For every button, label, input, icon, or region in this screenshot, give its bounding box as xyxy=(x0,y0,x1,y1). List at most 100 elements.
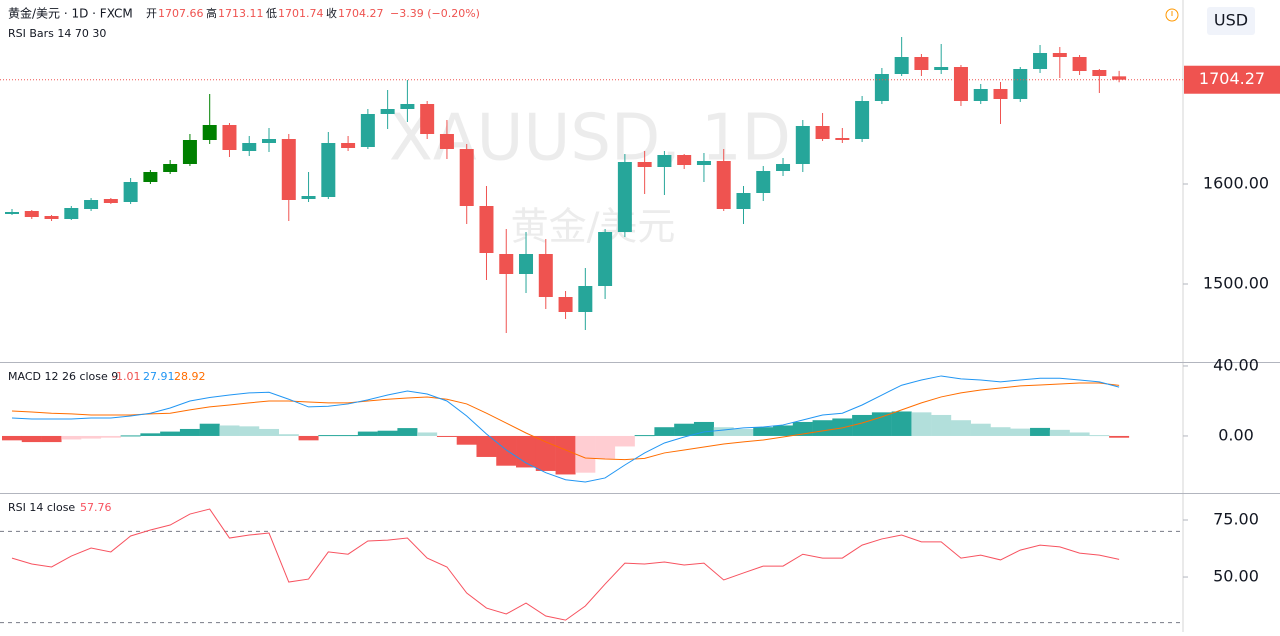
histogram-bar xyxy=(1069,432,1090,436)
candle-body xyxy=(815,126,830,139)
candle-body xyxy=(44,216,59,219)
histogram-bar xyxy=(535,435,556,471)
candle-body xyxy=(874,74,889,101)
candle-body xyxy=(182,140,197,164)
candle-body xyxy=(242,143,257,151)
candle-body xyxy=(756,171,771,193)
candle-body xyxy=(380,109,395,114)
candle-body xyxy=(1013,69,1028,99)
candle-body xyxy=(1092,70,1107,76)
candle-body xyxy=(637,162,652,167)
histogram-bar xyxy=(911,412,932,436)
candle-body xyxy=(953,67,968,101)
histogram-bar xyxy=(792,421,813,436)
histogram-bar xyxy=(496,435,517,466)
y-tick-label: 0.00 xyxy=(1218,425,1254,444)
histogram-bar xyxy=(278,434,299,436)
histogram-bar xyxy=(41,435,62,443)
candle-body xyxy=(1033,53,1048,69)
histogram-bar xyxy=(397,428,418,436)
indicator-value: 28.92 xyxy=(174,370,206,383)
candle-body xyxy=(558,297,573,312)
histogram-bar xyxy=(753,427,774,436)
y-tick-label: 1500.00 xyxy=(1203,274,1269,293)
histogram-bar xyxy=(120,435,141,437)
last-price-label: 1704.27 xyxy=(1199,69,1265,88)
candle-body xyxy=(360,114,375,147)
indicator-value: 27.91 xyxy=(143,370,175,383)
info-icon[interactable] xyxy=(1165,8,1179,22)
indicator-label: RSI Bars 14 70 30 xyxy=(8,27,106,40)
histogram-bar xyxy=(595,435,616,459)
histogram-bar xyxy=(871,412,892,436)
candle-body xyxy=(123,182,138,202)
histogram-bar xyxy=(179,428,200,436)
ohlc-value: 1701.74 xyxy=(278,7,324,20)
last-price-box xyxy=(1184,65,1280,94)
histogram-bar xyxy=(199,423,220,436)
histogram-bar xyxy=(555,435,576,475)
candle-body xyxy=(1052,53,1067,57)
histogram-bar xyxy=(357,431,378,436)
candle-body xyxy=(855,101,870,139)
candle-body xyxy=(736,193,751,209)
indicator-label: RSI 14 close xyxy=(8,501,75,514)
histogram-bar xyxy=(832,418,853,436)
candle-body xyxy=(341,143,356,148)
histogram-bar xyxy=(773,425,794,436)
ohlc-label: 收 xyxy=(326,6,337,20)
histogram-bar xyxy=(614,435,635,447)
histogram-bar xyxy=(2,435,22,441)
macd-line xyxy=(11,375,1120,483)
candle-body xyxy=(459,149,474,206)
ohlc-label: 低 xyxy=(266,7,277,20)
candle-body xyxy=(993,89,1008,99)
candle-body xyxy=(321,143,336,197)
candle-body xyxy=(64,208,79,219)
candle-body xyxy=(420,104,435,134)
histogram-bar xyxy=(377,430,398,436)
candle-body xyxy=(262,139,277,143)
ohlc-value: 1704.27 xyxy=(338,7,384,20)
histogram-bar xyxy=(634,435,655,437)
histogram-bar xyxy=(990,427,1011,436)
candle-body xyxy=(400,104,415,109)
indicator-value: -1.01 xyxy=(112,370,140,383)
ohlc-label: 开 xyxy=(146,7,157,20)
histogram-bar xyxy=(338,435,359,437)
histogram-bar xyxy=(693,421,714,436)
currency-button[interactable] xyxy=(1207,7,1255,35)
y-tick-label: 40.00 xyxy=(1213,355,1259,374)
change: −3.39 (−0.20%) xyxy=(390,7,480,20)
histogram-bar xyxy=(1010,428,1031,436)
candle-body xyxy=(222,125,237,150)
candle-body xyxy=(617,162,632,232)
candle-body xyxy=(696,161,711,165)
indicator-value: 57.76 xyxy=(80,501,112,514)
histogram-bar xyxy=(21,435,42,443)
y-tick-label: 1600.00 xyxy=(1203,174,1269,193)
candle-body xyxy=(163,164,178,172)
histogram-bar xyxy=(812,420,833,436)
histogram-bar xyxy=(239,426,260,436)
candle-body xyxy=(934,67,949,70)
candle-body xyxy=(499,254,514,274)
histogram-bar xyxy=(318,435,339,437)
histogram-bar xyxy=(891,411,912,436)
header: 黄金/美元 · 1D · FXCM 开 1707.66 高 1713.11 低 … xyxy=(8,6,480,515)
ohlc-label: 高 xyxy=(206,6,217,20)
currency[interactable]: USD xyxy=(1214,11,1248,30)
histogram-bar xyxy=(575,435,596,473)
candle-body xyxy=(519,254,534,274)
histogram-bar xyxy=(1030,427,1051,436)
candle-body xyxy=(538,254,553,297)
candle-body xyxy=(84,200,99,209)
histogram-bar xyxy=(931,414,952,436)
candle-body xyxy=(578,286,593,312)
candle-body xyxy=(5,212,19,214)
symbol: 黄金/美元 · 1D · FXCM xyxy=(8,6,133,21)
histogram-bar xyxy=(1089,435,1110,437)
candle-body xyxy=(24,211,39,217)
y-tick-label: 50.00 xyxy=(1213,567,1259,586)
